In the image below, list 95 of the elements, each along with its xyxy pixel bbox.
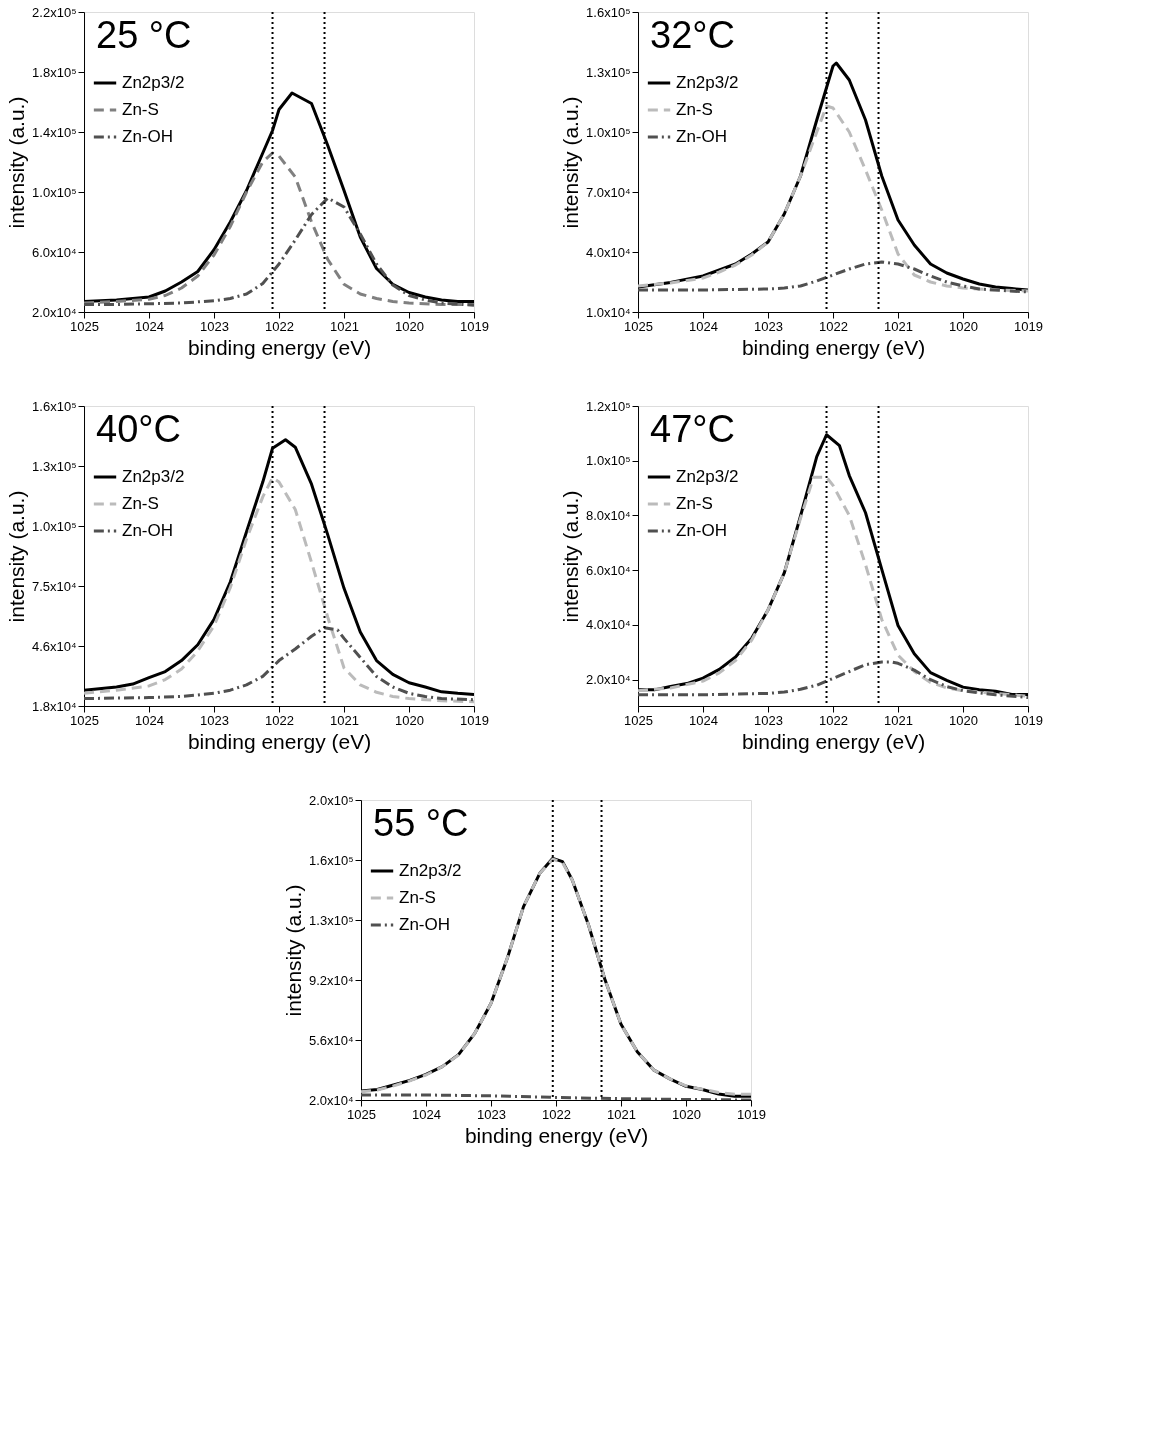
x-tick-label: 1021 bbox=[330, 712, 359, 728]
x-tick-label: 1021 bbox=[884, 318, 913, 334]
x-axis-title: binding energy (eV) bbox=[187, 729, 372, 753]
legend-label: Zn-S bbox=[122, 100, 159, 119]
y-tick-label: 2.0x10⁵ bbox=[309, 792, 354, 808]
legend-label: Zn-S bbox=[122, 494, 159, 513]
x-tick-label: 1023 bbox=[754, 318, 783, 334]
x-tick-label: 1024 bbox=[689, 712, 718, 728]
chart-title: 25 °C bbox=[96, 14, 192, 56]
legend-label: Zn-OH bbox=[676, 127, 728, 146]
y-tick-label: 6.0x10⁴ bbox=[31, 244, 77, 260]
y-tick-label: 1.0x10⁵ bbox=[32, 184, 77, 200]
x-tick-label: 1023 bbox=[754, 712, 783, 728]
legend-label: Zn2p3/2 bbox=[676, 73, 739, 92]
x-tick-label: 1025 bbox=[70, 318, 99, 334]
y-tick-label: 2.0x10⁴ bbox=[308, 1092, 354, 1108]
x-tick-label: 1019 bbox=[460, 712, 489, 728]
x-tick-label: 1023 bbox=[200, 318, 229, 334]
legend-label: Zn-OH bbox=[122, 521, 174, 540]
y-tick-label: 2.0x10⁴ bbox=[31, 304, 77, 320]
y-tick-label: 7.0x10⁴ bbox=[585, 184, 631, 200]
x-tick-label: 1019 bbox=[1014, 712, 1043, 728]
x-tick-label: 1022 bbox=[542, 1106, 571, 1122]
y-tick-label: 1.0x10⁵ bbox=[32, 518, 77, 534]
x-tick-label: 1024 bbox=[135, 318, 164, 334]
y-tick-label: 1.3x10⁵ bbox=[586, 64, 631, 80]
x-tick-label: 1025 bbox=[70, 712, 99, 728]
y-tick-label: 4.6x10⁴ bbox=[31, 638, 77, 654]
x-tick-label: 1024 bbox=[135, 712, 164, 728]
x-tick-label: 1019 bbox=[460, 318, 489, 334]
y-tick-label: 1.0x10⁴ bbox=[585, 304, 631, 320]
x-tick-label: 1020 bbox=[949, 712, 978, 728]
y-tick-label: 4.0x10⁴ bbox=[585, 617, 631, 633]
x-tick-label: 1023 bbox=[477, 1106, 506, 1122]
chart-title: 40°C bbox=[96, 408, 181, 450]
x-tick-label: 1024 bbox=[412, 1106, 441, 1122]
y-tick-label: 8.0x10⁴ bbox=[585, 507, 631, 523]
x-tick-label: 1024 bbox=[689, 318, 718, 334]
y-axis-title: intensity (a.u.) bbox=[558, 96, 582, 229]
y-axis-title: intensity (a.u.) bbox=[558, 490, 582, 623]
y-tick-label: 4.0x10⁴ bbox=[585, 244, 631, 260]
chart-title: 55 °C bbox=[373, 802, 469, 844]
legend-label: Zn-OH bbox=[399, 915, 451, 934]
legend-label: Zn-S bbox=[399, 888, 436, 907]
y-tick-label: 1.0x10⁵ bbox=[586, 124, 631, 140]
y-tick-label: 1.3x10⁵ bbox=[32, 458, 77, 474]
x-tick-label: 1022 bbox=[265, 318, 294, 334]
x-tick-label: 1023 bbox=[200, 712, 229, 728]
legend-label: Zn-S bbox=[676, 494, 713, 513]
y-tick-label: 1.6x10⁵ bbox=[586, 4, 631, 20]
y-tick-label: 6.0x10⁴ bbox=[585, 562, 631, 578]
x-tick-label: 1022 bbox=[819, 712, 848, 728]
y-tick-label: 5.6x10⁴ bbox=[308, 1032, 354, 1048]
chart-title: 32°C bbox=[650, 14, 735, 56]
x-tick-label: 1022 bbox=[819, 318, 848, 334]
x-tick-label: 1020 bbox=[395, 318, 424, 334]
y-tick-label: 2.2x10⁵ bbox=[32, 4, 77, 20]
legend-label: Zn2p3/2 bbox=[122, 73, 185, 92]
y-axis-title: intensity (a.u.) bbox=[4, 96, 28, 229]
legend-label: Zn2p3/2 bbox=[676, 467, 739, 486]
chart-title: 47°C bbox=[650, 408, 735, 450]
y-tick-label: 1.2x10⁵ bbox=[586, 398, 631, 414]
x-tick-label: 1021 bbox=[607, 1106, 636, 1122]
y-tick-label: 1.6x10⁵ bbox=[309, 852, 354, 868]
y-tick-label: 1.8x10⁵ bbox=[32, 64, 77, 80]
x-tick-label: 1021 bbox=[330, 318, 359, 334]
y-tick-label: 1.4x10⁵ bbox=[32, 124, 77, 140]
x-axis-title: binding energy (eV) bbox=[464, 1123, 649, 1147]
x-axis-title: binding energy (eV) bbox=[741, 729, 926, 753]
legend-label: Zn2p3/2 bbox=[399, 861, 462, 880]
x-tick-label: 1022 bbox=[265, 712, 294, 728]
x-tick-label: 1021 bbox=[884, 712, 913, 728]
x-axis-title: binding energy (eV) bbox=[741, 335, 926, 359]
legend-label: Zn-OH bbox=[122, 127, 174, 146]
legend-label: Zn-S bbox=[676, 100, 713, 119]
y-tick-label: 9.2x10⁴ bbox=[308, 972, 354, 988]
x-tick-label: 1025 bbox=[624, 318, 653, 334]
y-tick-label: 7.5x10⁴ bbox=[31, 578, 77, 594]
y-tick-label: 1.6x10⁵ bbox=[32, 398, 77, 414]
y-axis-title: intensity (a.u.) bbox=[4, 490, 28, 623]
x-axis-title: binding energy (eV) bbox=[187, 335, 372, 359]
x-tick-label: 1025 bbox=[624, 712, 653, 728]
x-tick-label: 1020 bbox=[949, 318, 978, 334]
x-tick-label: 1019 bbox=[1014, 318, 1043, 334]
legend-label: Zn2p3/2 bbox=[122, 467, 185, 486]
y-axis-title: intensity (a.u.) bbox=[281, 884, 305, 1017]
x-tick-label: 1019 bbox=[737, 1106, 766, 1122]
y-tick-label: 1.3x10⁵ bbox=[309, 912, 354, 928]
y-tick-label: 1.8x10⁴ bbox=[31, 698, 77, 714]
y-tick-label: 2.0x10⁴ bbox=[585, 672, 631, 688]
y-tick-label: 1.0x10⁵ bbox=[586, 453, 631, 469]
x-tick-label: 1025 bbox=[347, 1106, 376, 1122]
x-tick-label: 1020 bbox=[672, 1106, 701, 1122]
x-tick-label: 1020 bbox=[395, 712, 424, 728]
legend-label: Zn-OH bbox=[676, 521, 728, 540]
